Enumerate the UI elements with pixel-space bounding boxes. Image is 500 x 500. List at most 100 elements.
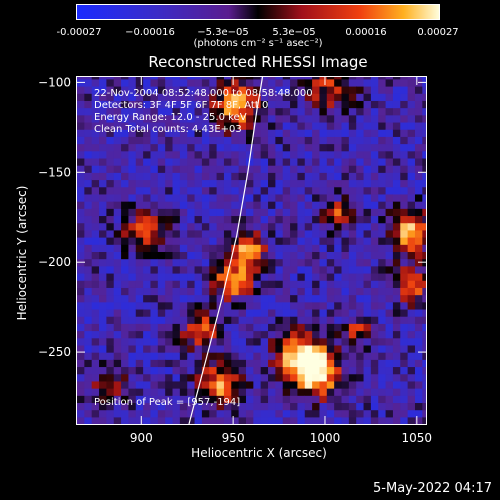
timestamp: 5-May-2022 04:17 <box>373 481 492 496</box>
heatmap-cell <box>268 107 276 116</box>
heatmap-cell <box>422 409 426 418</box>
heatmap-cell <box>245 201 254 209</box>
heatmap-cell <box>172 316 181 324</box>
heatmap-cell <box>392 143 401 152</box>
heatmap-cell <box>392 186 401 195</box>
heatmap-cell <box>223 143 232 152</box>
heatmap-cell <box>209 215 218 224</box>
heatmap-cell <box>77 157 85 166</box>
heatmap-cell <box>216 294 225 303</box>
heatmap-cell <box>135 373 144 382</box>
heatmap-cell <box>77 416 85 424</box>
heatmap-cell <box>91 416 100 424</box>
heatmap-cell <box>392 359 401 368</box>
heatmap-cell <box>370 316 379 324</box>
heatmap-cell <box>400 352 409 360</box>
heatmap-cell <box>223 323 232 332</box>
heatmap-cell <box>99 114 107 123</box>
heatmap-cell <box>282 402 291 411</box>
heatmap-cell <box>378 77 387 80</box>
heatmap-cell <box>91 388 100 396</box>
heatmap-cell <box>128 222 137 231</box>
heatmap-cell <box>106 337 115 346</box>
heatmap-cell <box>378 172 387 181</box>
heatmap-cell <box>356 150 365 159</box>
heatmap-cell <box>113 143 122 152</box>
heatmap-cell <box>238 157 247 166</box>
heatmap-cell <box>363 301 372 310</box>
heatmap-cell <box>179 172 188 181</box>
heatmap-cell <box>363 172 372 181</box>
heatmap-cell <box>128 121 137 130</box>
heatmap-cell <box>268 395 276 404</box>
heatmap-cell <box>275 186 284 195</box>
heatmap-cell <box>187 388 196 396</box>
heatmap-cell <box>326 359 335 368</box>
heatmap-cell <box>209 366 218 375</box>
heatmap-cell <box>334 388 343 396</box>
heatmap-cell <box>99 78 107 87</box>
heatmap-cell <box>370 258 379 267</box>
heatmap-cell <box>106 107 115 116</box>
heatmap-cell <box>304 251 313 260</box>
heatmap-cell <box>165 121 174 130</box>
heatmap-cell <box>348 78 357 87</box>
heatmap-cell <box>84 380 93 389</box>
heatmap-cell <box>172 179 181 188</box>
heatmap-cell <box>113 272 122 281</box>
heatmap-cell <box>312 165 321 173</box>
heatmap-cell <box>128 337 137 346</box>
heatmap-cell <box>194 395 203 404</box>
heatmap-cell <box>150 114 159 123</box>
heatmap-cell <box>304 323 313 332</box>
heatmap-cell <box>91 402 100 411</box>
heatmap-cell <box>143 251 152 260</box>
x-tick-label: 900 <box>130 431 153 445</box>
heatmap-cell <box>157 150 166 159</box>
heatmap-cell <box>341 402 350 411</box>
heatmap-cell <box>385 402 394 411</box>
heatmap-cell <box>194 179 203 188</box>
heatmap-cell <box>223 121 232 130</box>
heatmap-cell <box>231 344 240 353</box>
counts-annotation: Clean Total counts: 4.43E+03 <box>94 124 242 135</box>
heatmap-cell <box>179 373 188 382</box>
heatmap-cell <box>172 186 181 195</box>
heatmap-cell <box>201 416 210 424</box>
heatmap-cell <box>77 77 85 80</box>
heatmap-cell <box>363 380 372 389</box>
heatmap-cell <box>128 165 137 173</box>
heatmap-cell <box>370 114 379 123</box>
heatmap-cell <box>106 388 115 396</box>
heatmap-cell <box>363 308 372 317</box>
heatmap-cell <box>91 114 100 123</box>
heatmap-cell <box>245 208 254 217</box>
heatmap-cell <box>253 330 262 339</box>
heatmap-cell <box>348 165 357 173</box>
heatmap-cell <box>194 172 203 181</box>
heatmap-cell <box>172 150 181 159</box>
x-axis-label: Heliocentric X (arcsec) <box>191 446 327 460</box>
heatmap-cell <box>282 114 291 123</box>
heatmap-cell <box>99 416 107 424</box>
heatmap-cell <box>407 251 416 260</box>
heatmap-cell <box>216 172 225 181</box>
heatmap-cell <box>77 251 85 260</box>
heatmap-cell <box>194 352 203 360</box>
heatmap-cell <box>407 186 416 195</box>
heatmap-cell <box>422 316 426 324</box>
heatmap-cell <box>326 402 335 411</box>
heatmap-cell <box>165 114 174 123</box>
heatmap-cell <box>106 344 115 353</box>
heatmap-cell <box>99 237 107 245</box>
heatmap-cell <box>231 244 240 252</box>
heatmap-cell <box>121 359 130 368</box>
heatmap-cell <box>385 143 394 152</box>
heatmap-cell <box>392 215 401 224</box>
heatmap-cell <box>407 222 416 231</box>
heatmap-cell <box>194 77 203 80</box>
heatmap-cell <box>121 165 130 173</box>
heatmap-cell <box>290 287 299 296</box>
heatmap-cell <box>135 201 144 209</box>
heatmap-cell <box>378 287 387 296</box>
